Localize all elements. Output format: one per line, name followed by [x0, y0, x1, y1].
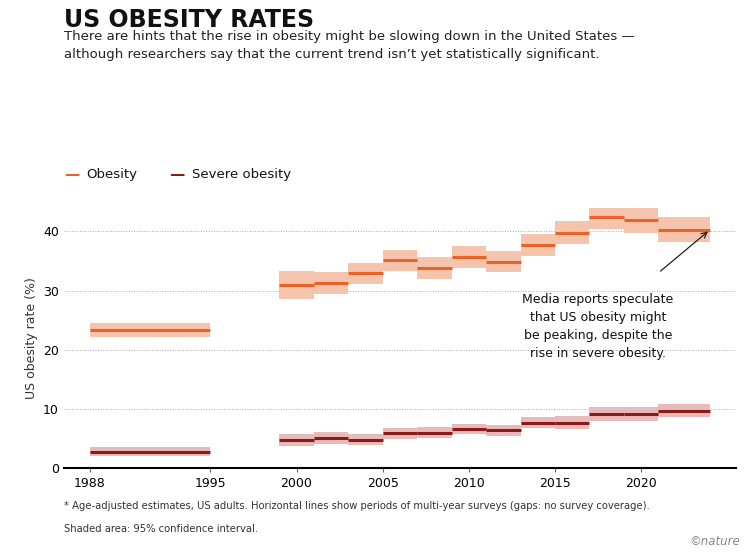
Text: Shaded area: 95% confidence interval.: Shaded area: 95% confidence interval.: [64, 524, 258, 534]
Text: There are hints that the rise in obesity might be slowing down in the United Sta: There are hints that the rise in obesity…: [64, 30, 635, 61]
Text: US OBESITY RATES: US OBESITY RATES: [64, 8, 314, 32]
Text: —: —: [169, 167, 184, 182]
Y-axis label: US obesity rate (%): US obesity rate (%): [25, 277, 38, 399]
Text: Severe obesity: Severe obesity: [192, 168, 291, 181]
Text: * Age-adjusted estimates, US adults. Horizontal lines show periods of multi-year: * Age-adjusted estimates, US adults. Hor…: [64, 501, 650, 511]
Text: —: —: [64, 167, 79, 182]
Text: ©nature: ©nature: [689, 536, 740, 548]
Text: Obesity: Obesity: [86, 168, 137, 181]
Text: Media reports speculate
that US obesity might
be peaking, despite the
rise in se: Media reports speculate that US obesity …: [523, 293, 674, 360]
